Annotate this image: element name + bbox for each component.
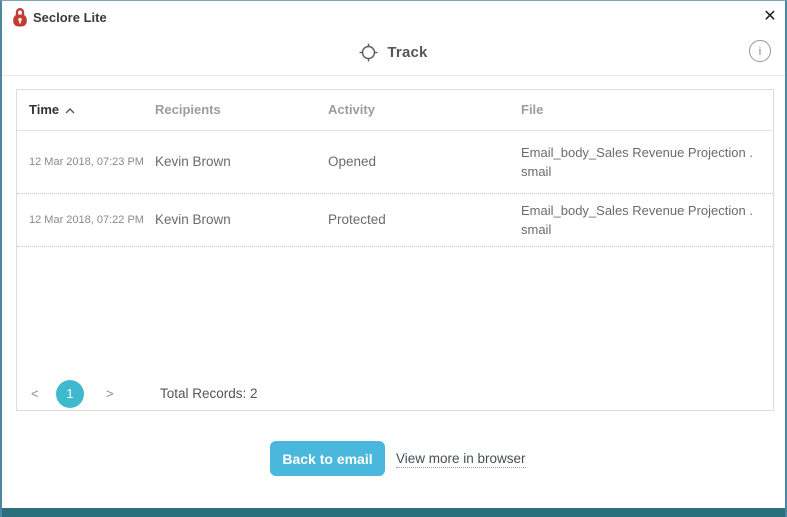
app-title: Seclore Lite <box>33 10 107 25</box>
back-to-email-button[interactable]: Back to email <box>270 441 385 476</box>
tracking-table: Time Recipients Activity File 12 Mar 201… <box>16 89 774 411</box>
track-crosshair-icon <box>359 43 378 61</box>
window-bottom-bar <box>2 508 785 517</box>
row-activity: Opened <box>328 154 377 169</box>
title-bar: Seclore Lite ✕ <box>2 1 785 33</box>
total-records-label: Total Records: 2 <box>160 386 258 401</box>
column-header-time[interactable]: Time <box>29 90 75 130</box>
pagination-next-button[interactable]: > <box>106 386 114 401</box>
view-more-in-browser-link[interactable]: View more in browser <box>396 451 526 468</box>
row-time: 12 Mar 2018, 07:23 PM <box>29 155 144 168</box>
close-icon[interactable]: ✕ <box>763 8 777 25</box>
row-file: Email_body_Sales Revenue Projection .​sm… <box>521 202 753 237</box>
column-header-recipients[interactable]: Recipients <box>155 102 221 117</box>
sort-asc-icon <box>65 108 75 114</box>
row-recipients: Kevin Brown <box>155 154 231 169</box>
table-row: 12 Mar 2018, 07:23 PM Kevin Brown Opened… <box>17 130 773 194</box>
table-row: 12 Mar 2018, 07:22 PM Kevin Brown Protec… <box>17 193 773 247</box>
column-header-file[interactable]: File <box>521 102 544 117</box>
lock-icon <box>13 8 27 27</box>
row-file: Email_body_Sales Revenue Projection .​sm… <box>521 144 753 179</box>
pagination-page-1[interactable]: 1 <box>56 380 84 408</box>
row-activity: Protected <box>328 212 386 227</box>
column-header-activity[interactable]: Activity <box>328 102 375 117</box>
track-header: Track <box>2 39 785 65</box>
row-recipients: Kevin Brown <box>155 212 231 227</box>
pagination-prev-button[interactable]: < <box>31 386 39 401</box>
page-title: Track <box>387 43 428 61</box>
table-header-row: Time Recipients Activity File <box>17 90 773 131</box>
pagination: < 1 > Total Records: 2 <box>17 380 773 408</box>
column-header-time-label: Time <box>29 102 60 117</box>
row-time: 12 Mar 2018, 07:22 PM <box>29 213 144 226</box>
header-divider <box>2 75 785 76</box>
info-icon[interactable]: i <box>749 40 771 62</box>
